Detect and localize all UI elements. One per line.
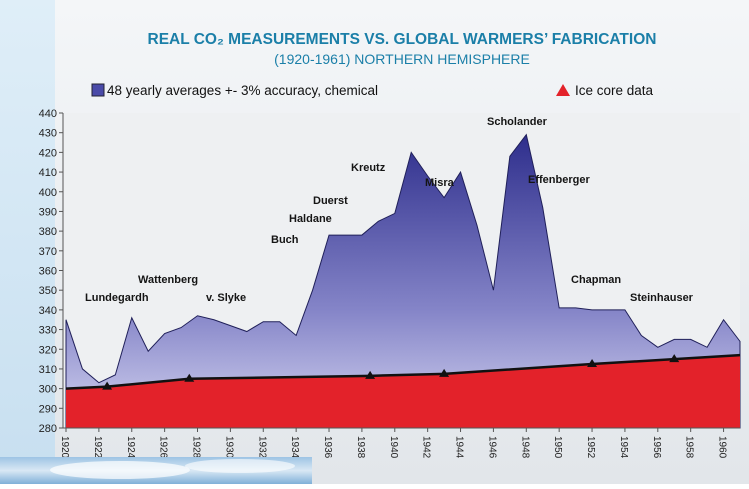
area xyxy=(65,133,741,429)
x-tick-label: 1956 xyxy=(651,436,662,459)
marker xyxy=(669,354,680,363)
annotation: Steinhauser xyxy=(630,292,694,304)
y-tick-label: 350 xyxy=(39,285,57,297)
y-tick-label: 420 xyxy=(39,147,57,159)
y-tick-label: 290 xyxy=(39,403,57,415)
annotation: Haldane xyxy=(289,213,332,225)
marker xyxy=(102,381,113,390)
x-tick-label: 1938 xyxy=(355,436,366,459)
annotation: Duerst xyxy=(313,195,348,207)
x-tick-label: 1946 xyxy=(486,436,497,459)
y-tick-label: 340 xyxy=(39,305,57,317)
annotation: Lundegardh xyxy=(85,292,149,304)
annotation: Chapman xyxy=(571,274,621,286)
marker xyxy=(365,370,376,379)
y-tick-label: 390 xyxy=(39,206,57,218)
y-tick-label: 300 xyxy=(39,384,57,396)
chart-subtitle: (1920-1961) NORTHERN HEMISPHERE xyxy=(274,51,530,67)
annotation: Wattenberg xyxy=(138,274,198,286)
x-tick-label: 1924 xyxy=(125,436,136,459)
legend-label: 48 yearly averages +- 3% accuracy, chemi… xyxy=(107,83,378,98)
x-tick-label: 1934 xyxy=(289,436,300,459)
legend-swatch xyxy=(556,84,570,96)
y-tick-label: 320 xyxy=(39,344,57,356)
x-tick-label: 1944 xyxy=(454,436,465,459)
cloud xyxy=(185,459,295,473)
x-tick-label: 1920 xyxy=(59,436,70,459)
y-tick-label: 330 xyxy=(39,325,57,337)
x-tick-label: 1932 xyxy=(256,436,267,459)
y-tick-label: 380 xyxy=(39,226,57,238)
x-tick-label: 1952 xyxy=(585,436,596,459)
marker xyxy=(587,359,598,368)
x-tick-label: 1930 xyxy=(223,436,234,459)
marker xyxy=(439,368,450,377)
line xyxy=(65,353,741,390)
y-tick-label: 410 xyxy=(39,167,57,179)
y-tick-label: 310 xyxy=(39,364,57,376)
annotation: Effenberger xyxy=(528,174,590,186)
x-tick-label: 1936 xyxy=(322,436,333,459)
chart-title: REAL CO₂ MEASUREMENTS VS. GLOBAL WARMERS… xyxy=(148,31,657,48)
x-tick-label: 1948 xyxy=(519,436,530,459)
y-tick-label: 280 xyxy=(39,423,57,435)
y-tick-label: 400 xyxy=(39,187,57,199)
y-tick-label: 430 xyxy=(39,128,57,140)
area xyxy=(66,355,740,428)
legend-label: Ice core data xyxy=(575,83,654,98)
x-tick-label: 1926 xyxy=(158,436,169,459)
x-tick-label: 1954 xyxy=(618,436,629,459)
annotation: Scholander xyxy=(487,116,548,128)
x-tick-label: 1950 xyxy=(552,436,563,459)
annotation: Kreutz xyxy=(351,162,386,174)
legend-swatch xyxy=(91,83,105,97)
x-tick-label: 1942 xyxy=(421,436,432,459)
y-tick-label: 360 xyxy=(39,266,57,278)
x-tick-label: 1928 xyxy=(191,436,202,459)
x-tick-label: 1940 xyxy=(388,436,399,459)
x-tick-label: 1922 xyxy=(92,436,103,459)
annotation: v. Slyke xyxy=(206,292,246,304)
cloud xyxy=(50,461,190,479)
annotation: Buch xyxy=(271,234,299,246)
x-tick-label: 1958 xyxy=(684,436,695,459)
y-tick-label: 370 xyxy=(39,246,57,258)
x-tick-label: 1960 xyxy=(717,436,728,459)
y-tick-label: 440 xyxy=(39,108,57,120)
marker xyxy=(184,373,195,382)
annotation: Misra xyxy=(425,177,455,189)
